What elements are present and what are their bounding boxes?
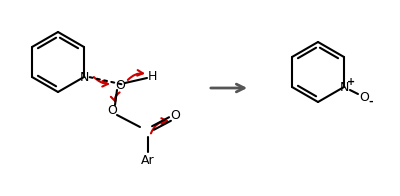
Text: N: N <box>339 81 349 93</box>
FancyArrowPatch shape <box>94 77 108 87</box>
Text: N: N <box>79 71 89 83</box>
Text: O: O <box>107 103 117 116</box>
Text: O: O <box>115 79 125 92</box>
FancyArrowPatch shape <box>128 70 143 80</box>
FancyArrowPatch shape <box>111 92 120 101</box>
Text: O: O <box>170 109 180 122</box>
Text: H: H <box>147 70 157 83</box>
Text: +: + <box>347 77 355 87</box>
Text: -: - <box>369 97 373 107</box>
Text: O: O <box>359 91 369 103</box>
Text: Ar: Ar <box>141 153 155 166</box>
FancyArrowPatch shape <box>151 118 167 133</box>
